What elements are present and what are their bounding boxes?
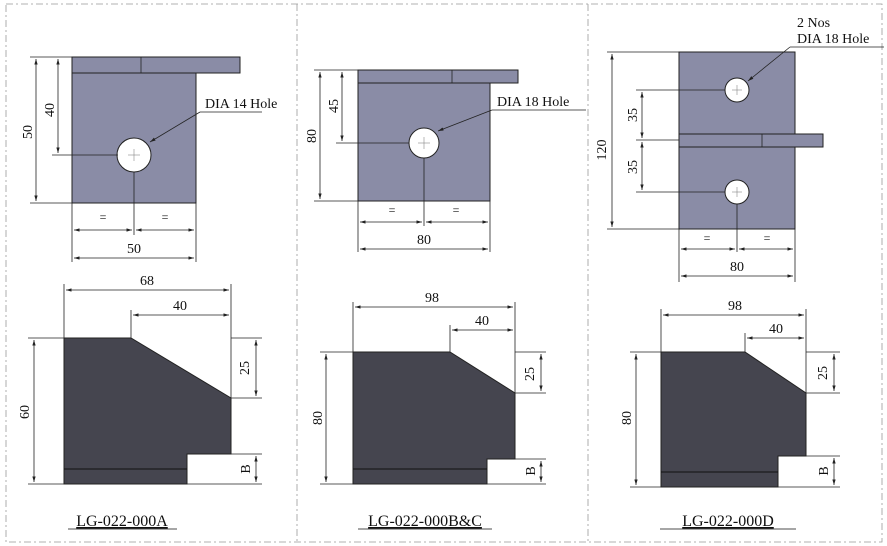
dim-width: 80: [417, 233, 431, 248]
block-profile: [660, 351, 807, 488]
dim-height: 60: [18, 405, 33, 419]
dim-width: 80: [730, 260, 744, 275]
dim-width: 50: [127, 242, 141, 257]
dim-total-height: 50: [21, 125, 36, 139]
dim-length: 68: [140, 274, 154, 289]
hole-note: DIA 14 Hole: [205, 97, 277, 112]
dim-total-height: 80: [305, 129, 320, 143]
equal-mark: =: [453, 203, 460, 217]
drawing-border: [5, 3, 883, 543]
dim-chamfer-height: 25: [238, 361, 253, 375]
block-profile: [352, 351, 516, 485]
panel-bc: 80 45 DIA 18 Hole = = 80 98 4: [305, 69, 586, 530]
panel-a: 50 40 DIA 14 Hole = = 50 68: [18, 56, 277, 530]
equal-mark: =: [704, 231, 711, 245]
panel-d: 120 35 35 2 Nos DIA 18 Hole = = 80: [595, 16, 884, 530]
block-profile: [63, 337, 232, 485]
part-label: LG-022-000D: [682, 513, 774, 530]
hole-note: DIA 18 Hole: [797, 32, 869, 47]
dim-total-height: 120: [595, 140, 610, 161]
flange-plate: [357, 69, 519, 84]
hole-note-qty: 2 Nos: [797, 16, 830, 31]
dim-height: 80: [620, 411, 635, 425]
dim-chamfer-height: 25: [816, 366, 831, 380]
dim-length: 98: [425, 291, 439, 306]
side-view: 68 40 25 60 B: [18, 274, 262, 485]
dim-step: B: [817, 466, 832, 475]
dim-hole-position: 45: [327, 99, 342, 113]
dim-hole-spacing: 35: [626, 108, 641, 122]
dim-length: 98: [728, 299, 742, 314]
dim-height: 80: [311, 411, 326, 425]
dim-chamfer-height: 25: [523, 367, 538, 381]
equal-mark: =: [764, 231, 771, 245]
hole-note: DIA 18 Hole: [497, 95, 569, 110]
dim-step: B: [239, 464, 254, 473]
flange-plate: [678, 133, 824, 148]
side-view: 98 40 25 80 B: [311, 291, 546, 485]
dim-chamfer-length: 40: [475, 314, 489, 329]
part-label: LG-022-000A: [76, 513, 168, 530]
side-view: 98 40 25 80 B: [620, 299, 840, 488]
dim-hole-position: 40: [43, 103, 58, 117]
part-label: LG-022-000B&C: [368, 513, 482, 530]
dim-chamfer-length: 40: [769, 322, 783, 337]
top-view: 80 45 DIA 18 Hole = = 80: [305, 69, 586, 252]
dim-step: B: [524, 466, 539, 475]
top-view: 120 35 35 2 Nos DIA 18 Hole = = 80: [595, 16, 884, 282]
dim-hole-spacing: 35: [626, 160, 641, 174]
top-view: 50 40 DIA 14 Hole = = 50: [21, 56, 277, 262]
dim-chamfer-length: 40: [173, 299, 187, 314]
equal-mark: =: [162, 210, 169, 224]
equal-mark: =: [389, 203, 396, 217]
flange-plate: [71, 56, 241, 74]
equal-mark: =: [100, 210, 107, 224]
